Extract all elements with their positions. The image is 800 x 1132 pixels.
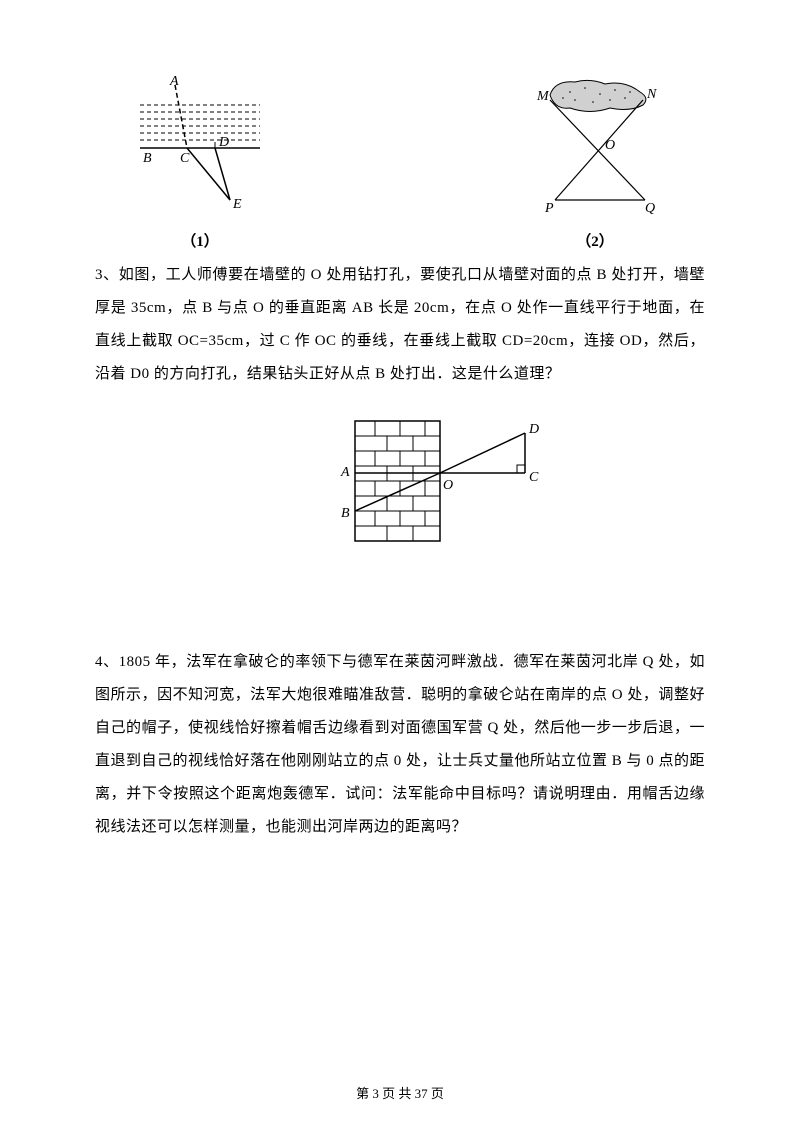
figures-row: A B C D E （1） M N O P [95, 70, 705, 251]
figure2-column: M N O P Q （2） [515, 70, 675, 251]
figure1-svg: A B C D E [125, 70, 275, 220]
label-O: O [605, 138, 615, 153]
label-B: B [143, 151, 152, 166]
footer-prefix: 第 [356, 1086, 372, 1101]
figure1-column: A B C D E （1） [125, 70, 275, 251]
label-A: A [169, 74, 179, 89]
figure1-caption: （1） [181, 230, 219, 251]
footer-middle: 页 共 [379, 1086, 415, 1101]
figure2-caption: （2） [576, 230, 614, 251]
wall-figure: A B O C D [95, 411, 705, 556]
footer-total: 37 [415, 1086, 428, 1101]
label-N: N [646, 87, 657, 102]
label-Q: Q [645, 201, 655, 216]
label-D: D [218, 135, 229, 150]
wall-label-C: C [529, 470, 539, 485]
label-P: P [544, 201, 554, 216]
label-M: M [536, 89, 550, 104]
wall-label-A: A [340, 465, 350, 480]
wall-label-O: O [443, 478, 453, 493]
label-E: E [232, 197, 242, 212]
problem3-text: 3、如图，工人师傅要在墙壁的 O 处用钻打孔，要使孔口从墙壁对面的点 B 处打开… [95, 259, 705, 391]
problem4-text: 4、1805 年，法军在拿破仑的率领下与德军在莱茵河畔激战．德军在莱茵河北岸 Q… [95, 646, 705, 844]
page-footer: 第 3 页 共 37 页 [0, 1083, 800, 1102]
wall-svg: A B O C D [325, 411, 585, 551]
label-C: C [180, 151, 190, 166]
footer-suffix: 页 [428, 1086, 444, 1101]
wall-label-B: B [341, 506, 350, 521]
figure2-svg: M N O P Q [515, 70, 675, 220]
wall-label-D: D [528, 422, 539, 437]
